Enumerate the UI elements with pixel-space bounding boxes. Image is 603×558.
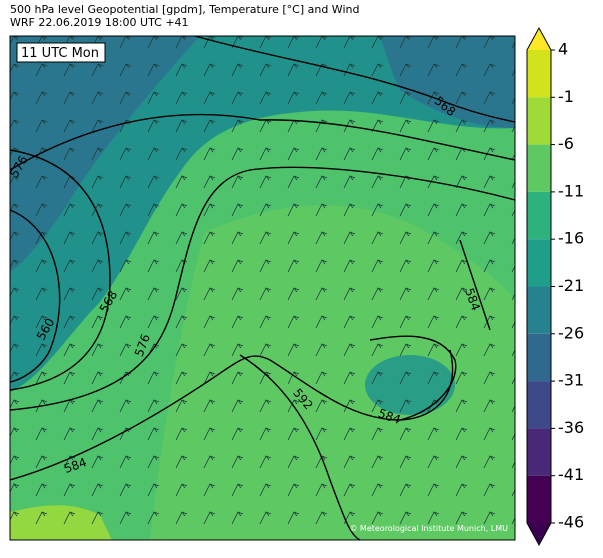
contour: [10, 209, 61, 383]
colorbar-segment: [527, 144, 551, 192]
colorbar-tick-label: -36: [558, 418, 584, 437]
colorbar-segment: [527, 475, 551, 523]
contour: [459, 239, 491, 331]
contour: [10, 113, 515, 171]
colorbar-tick-label: 4: [558, 40, 568, 59]
colorbar: 4 -1 -6 -11 -16 -21 -26 -31 -36 -41 -46: [526, 26, 584, 547]
colorbar-tick-label: -6: [558, 134, 574, 153]
colorbar-tick-label: -46: [558, 513, 584, 532]
contour: [10, 349, 454, 481]
credit: © Meteorological Institute Munich, LMU: [349, 524, 508, 533]
colorbar-under: [527, 523, 551, 545]
colorbar-segment: [527, 286, 551, 334]
colorbar-tick-label: -11: [558, 181, 584, 200]
colorbar-tick-label: -21: [558, 276, 584, 295]
map-frame: [9, 35, 516, 541]
contour: [10, 149, 111, 391]
colorbar-tick-label: -1: [558, 87, 574, 106]
colorbar-segment: [527, 333, 551, 382]
colorbar-tick-label: -31: [558, 371, 584, 390]
contour: [239, 354, 361, 540]
subtitle: WRF 22.06.2019 18:00 UTC +41: [10, 16, 189, 29]
colorbar-tick-label: -41: [558, 465, 584, 484]
time-label: 11 UTC Mon: [21, 46, 99, 61]
colorbar-segment: [527, 239, 551, 287]
contour: [369, 335, 457, 421]
title: 500 hPa level Geopotential [gpdm], Tempe…: [10, 3, 359, 16]
colorbar-segment: [527, 191, 551, 240]
colorbar-over: [527, 28, 551, 50]
contour: [194, 36, 515, 123]
map: 576 568 560 568 576 584 592 584 584 568 …: [10, 36, 515, 540]
colorbar-tick-label: -16: [558, 229, 584, 248]
contour: [10, 166, 515, 411]
colorbar-segment: [527, 428, 551, 476]
colorbar-segment: [527, 381, 551, 429]
colorbar-segment: [527, 97, 551, 145]
colorbar-tick-label: -26: [558, 323, 584, 342]
colorbar-segment: [527, 50, 551, 98]
time-box: [16, 42, 106, 63]
